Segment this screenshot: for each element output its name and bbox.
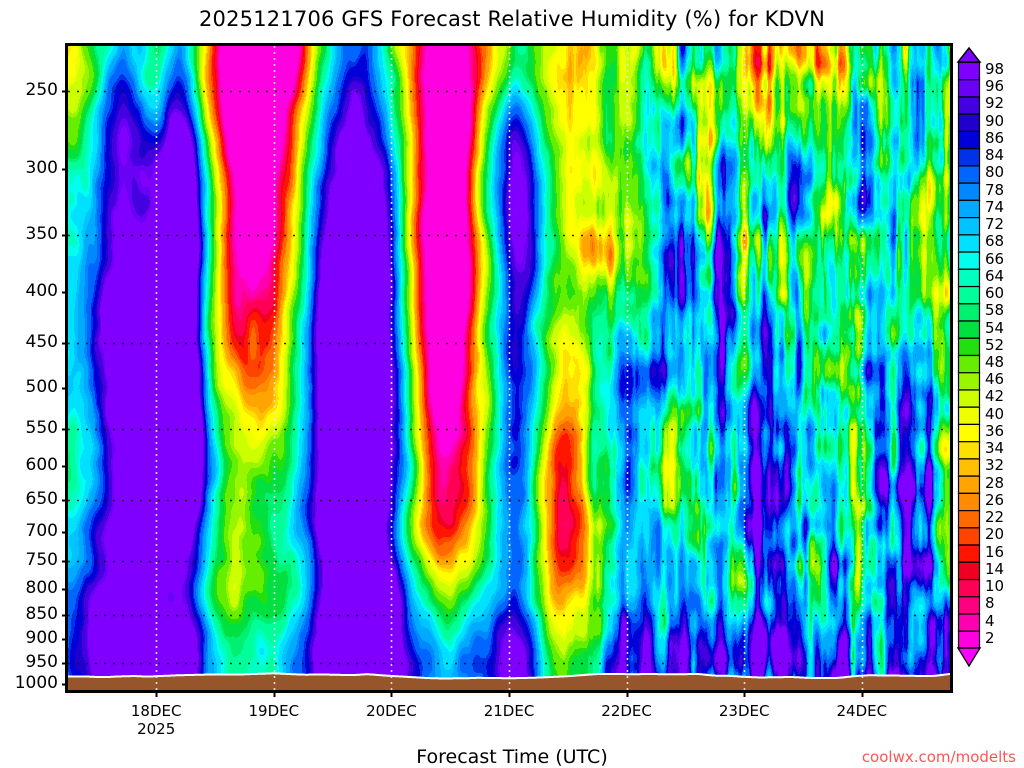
contour-field-canvas bbox=[0, 0, 1024, 768]
relative-humidity-time-height-chart: 2025121706 GFS Forecast Relative Humidit… bbox=[0, 0, 1024, 768]
